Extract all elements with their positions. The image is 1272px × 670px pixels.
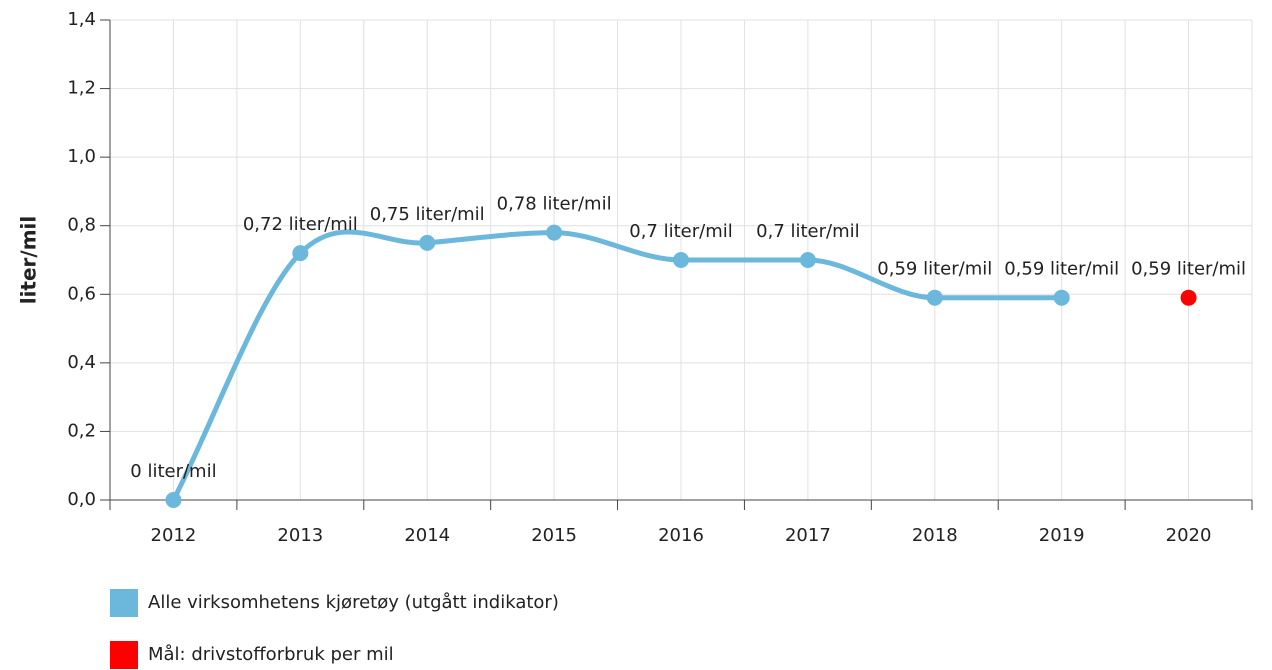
y-tick-label: 0,8 — [67, 215, 96, 236]
point — [1053, 289, 1070, 306]
legend-swatch — [110, 641, 138, 669]
point — [673, 252, 689, 268]
point — [292, 245, 309, 262]
x-tick-label: 2012 — [151, 525, 197, 546]
x-tick-label: 2018 — [912, 525, 958, 546]
x-tick-label: 2014 — [404, 525, 450, 546]
y-tick-label: 0,4 — [67, 352, 96, 373]
x-tick-label: 2020 — [1166, 525, 1212, 546]
data-label: 0,78 liter/mil — [497, 194, 612, 215]
y-axis-label: liter/mil — [17, 216, 41, 305]
data-label: 0,59 liter/mil — [1004, 259, 1119, 280]
data-label: 0,72 liter/mil — [243, 214, 358, 235]
point — [926, 289, 943, 306]
legend-swatch — [110, 589, 138, 617]
point — [1180, 289, 1197, 306]
y-tick-label: 0,0 — [67, 489, 96, 510]
data-label: 0,59 liter/mil — [1131, 259, 1246, 280]
y-tick-label: 1,4 — [67, 9, 96, 30]
y-tick-label: 0,6 — [67, 283, 96, 304]
y-tick-label: 1,2 — [67, 78, 96, 99]
data-label: 0,7 liter/mil — [629, 221, 732, 242]
point — [419, 234, 436, 251]
y-tick-label: 1,0 — [67, 146, 96, 167]
point — [165, 492, 182, 508]
data-label: 0,75 liter/mil — [370, 204, 485, 225]
data-label: 0,7 liter/mil — [756, 221, 859, 242]
y-tick-label: 0,2 — [67, 420, 96, 441]
data-label: 0 liter/mil — [130, 461, 216, 482]
legend-label: Alle virksomhetens kjøretøy (utgått indi… — [148, 592, 559, 613]
point — [799, 252, 816, 268]
data-label: 0,59 liter/mil — [877, 259, 992, 280]
x-tick-label: 2016 — [658, 525, 704, 546]
x-tick-label: 2013 — [277, 525, 323, 546]
x-tick-label: 2015 — [531, 525, 577, 546]
legend-label: Mål: drivstofforbruk per mil — [148, 644, 394, 665]
x-tick-label: 2017 — [785, 525, 831, 546]
point — [546, 224, 563, 241]
x-tick-label: 2019 — [1039, 525, 1085, 546]
